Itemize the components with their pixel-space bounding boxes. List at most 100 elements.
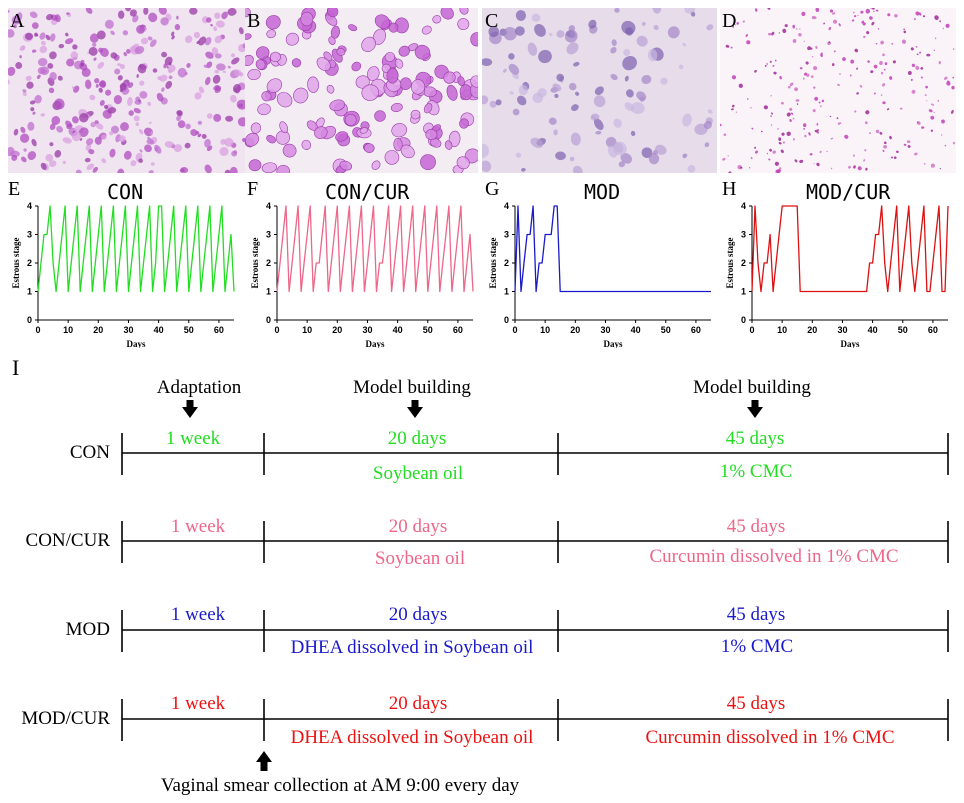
cell-mark bbox=[521, 167, 526, 172]
cell-mark bbox=[747, 98, 749, 100]
cell-mark bbox=[336, 48, 346, 56]
cell-mark bbox=[88, 148, 95, 155]
cell-mark bbox=[746, 40, 751, 45]
cell-mark bbox=[197, 120, 202, 125]
cell-mark bbox=[127, 97, 133, 106]
cell-mark bbox=[814, 96, 819, 101]
cell-mark bbox=[945, 23, 950, 28]
cell-mark bbox=[8, 9, 10, 13]
cell-mark bbox=[8, 66, 16, 76]
cell-mark bbox=[326, 84, 335, 94]
cell-mark bbox=[293, 87, 309, 104]
y-tick-label: 3 bbox=[504, 230, 509, 240]
cell-mark bbox=[704, 142, 710, 148]
cell-mark bbox=[571, 104, 579, 112]
cell-mark bbox=[837, 122, 841, 125]
micrograph-a bbox=[8, 8, 245, 173]
footnote-vaginal-smear: Vaginal smear collection at AM 9:00 ever… bbox=[160, 775, 520, 796]
cell-mark bbox=[735, 111, 737, 113]
cell-mark bbox=[857, 166, 862, 171]
cell-mark bbox=[939, 20, 941, 23]
cell-mark bbox=[159, 74, 168, 82]
cell-mark bbox=[25, 75, 32, 81]
cell-mark bbox=[742, 20, 745, 23]
x-tick-label: 40 bbox=[868, 325, 878, 335]
cell-mark bbox=[443, 71, 456, 84]
cell-mark bbox=[398, 45, 410, 57]
cell-mark bbox=[730, 46, 733, 49]
cell-mark bbox=[896, 150, 899, 153]
cell-mark bbox=[230, 166, 238, 173]
cell-mark bbox=[257, 103, 271, 116]
cell-mark bbox=[227, 65, 231, 69]
cell-mark bbox=[772, 150, 776, 154]
cell-mark bbox=[146, 138, 155, 145]
cell-mark bbox=[62, 137, 72, 144]
x-tick-label: 20 bbox=[93, 325, 103, 335]
cell-mark bbox=[880, 40, 884, 45]
cell-mark bbox=[103, 104, 109, 110]
phase-adaptation: Adaptation bbox=[156, 377, 242, 398]
cell-mark bbox=[891, 156, 893, 159]
cell-mark bbox=[410, 109, 421, 120]
cell-mark bbox=[687, 164, 696, 173]
cell-mark bbox=[789, 82, 794, 87]
cell-mark bbox=[802, 77, 805, 80]
con-treatment-45: 1% CMC bbox=[719, 461, 793, 482]
cell-mark bbox=[85, 138, 94, 146]
cell-mark bbox=[219, 146, 229, 157]
x-tick-label: 40 bbox=[154, 325, 164, 335]
mod-45-days: 45 days bbox=[726, 604, 786, 625]
cell-mark bbox=[593, 118, 604, 131]
cell-mark bbox=[884, 141, 887, 145]
cell-mark bbox=[49, 142, 54, 147]
cell-mark bbox=[804, 134, 807, 138]
cell-mark bbox=[871, 8, 875, 10]
cell-mark bbox=[530, 137, 543, 148]
cell-mark bbox=[590, 113, 600, 121]
cell-mark bbox=[410, 79, 426, 95]
x-tick-label: 30 bbox=[123, 325, 133, 335]
cell-mark bbox=[99, 80, 107, 88]
row-name-mod-cur: MOD/CUR bbox=[21, 708, 110, 729]
cell-mark bbox=[205, 51, 214, 59]
cell-mark bbox=[66, 12, 70, 15]
cell-mark bbox=[555, 151, 566, 161]
cell-mark bbox=[823, 22, 825, 25]
cell-mark bbox=[65, 32, 69, 37]
cell-mark bbox=[918, 12, 922, 16]
cell-mark bbox=[903, 30, 907, 34]
cell-mark bbox=[32, 111, 36, 115]
cell-mark bbox=[125, 8, 132, 12]
cell-mark bbox=[224, 137, 234, 147]
cell-mark bbox=[140, 37, 149, 45]
cell-mark bbox=[766, 152, 769, 155]
cell-mark bbox=[828, 26, 831, 31]
cell-mark bbox=[139, 149, 143, 153]
cell-mark bbox=[882, 83, 886, 87]
x-tick-label: 40 bbox=[393, 325, 403, 335]
cell-mark bbox=[203, 64, 208, 68]
row-name-mod: MOD bbox=[65, 619, 110, 640]
cell-mark bbox=[176, 110, 183, 116]
cell-mark bbox=[799, 159, 804, 164]
cell-mark bbox=[47, 63, 54, 69]
cell-mark bbox=[777, 128, 779, 130]
cell-mark bbox=[770, 95, 773, 97]
cell-mark bbox=[851, 19, 855, 22]
cell-mark bbox=[808, 132, 811, 136]
cell-mark bbox=[212, 74, 221, 84]
cell-mark bbox=[457, 18, 470, 31]
cell-mark bbox=[245, 54, 254, 66]
x-tick-label: 10 bbox=[540, 325, 550, 335]
cell-mark bbox=[54, 98, 65, 110]
cell-mark bbox=[211, 47, 219, 56]
cell-mark bbox=[853, 15, 857, 18]
cell-mark bbox=[820, 52, 823, 56]
cell-mark bbox=[13, 128, 19, 136]
cell-mark bbox=[861, 20, 865, 24]
cell-mark bbox=[384, 150, 400, 165]
cell-mark bbox=[830, 167, 833, 170]
con-cur-treatment-45: Curcumin dissolved in 1% CMC bbox=[649, 546, 899, 567]
